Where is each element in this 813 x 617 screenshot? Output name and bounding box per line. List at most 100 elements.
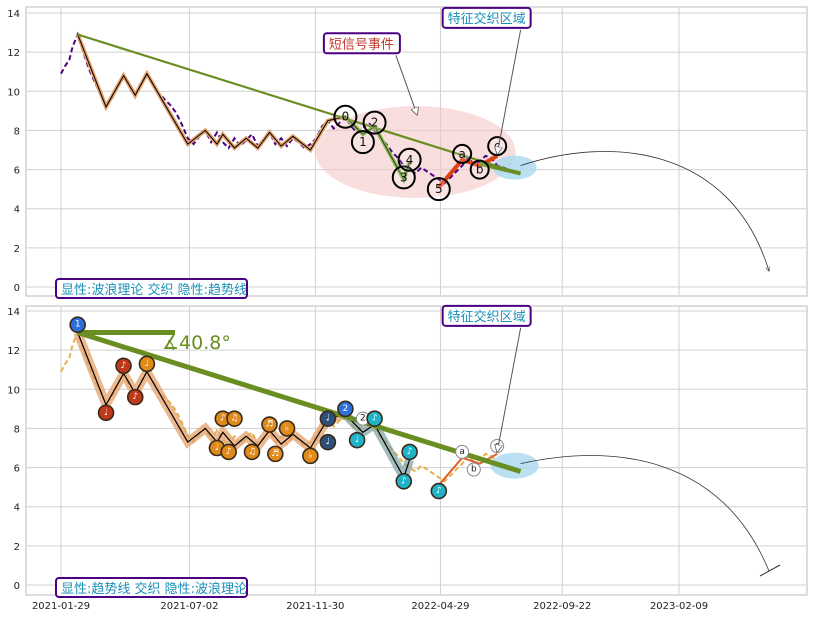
wave-marker-label: 4 xyxy=(406,153,414,167)
annotation-arrow xyxy=(395,55,417,115)
note-marker-label: ♩ xyxy=(355,435,359,445)
x-tick-label: 2022-09-22 xyxy=(533,601,591,612)
note-marker-label: 2 xyxy=(360,414,366,424)
cluster-region xyxy=(492,155,537,180)
y-tick-label: 4 xyxy=(14,503,20,514)
note-marker-label: ♫ xyxy=(248,447,256,457)
note-marker: ♭ xyxy=(302,447,319,465)
trendline xyxy=(76,330,522,474)
note-marker-label: 1 xyxy=(75,320,81,330)
annotation-arrow xyxy=(497,327,522,452)
y-tick-label: 10 xyxy=(7,87,20,98)
note-marker-label: ♪ xyxy=(220,414,226,424)
note-marker: ♪ xyxy=(220,443,237,461)
projection-arc xyxy=(520,151,769,271)
note-marker-label: ♫ xyxy=(230,414,238,424)
wave-marker: 4 xyxy=(397,147,422,172)
feature-region-annotation: 特征交织区域 xyxy=(441,6,532,154)
wave-marker: b xyxy=(469,159,490,180)
wave-marker: a xyxy=(452,143,473,164)
note-marker-label: 2 xyxy=(343,404,349,414)
annotation-text: 特征交织区域 xyxy=(448,309,526,325)
note-marker: ♪ xyxy=(115,357,132,375)
x-tick-label: 2023-02-09 xyxy=(650,601,708,612)
feature-region-annotation: 特征交织区域 xyxy=(441,304,532,452)
bottom-highlight-regions xyxy=(490,452,539,479)
note-marker: ♬ xyxy=(267,445,284,463)
note-marker-label: ♪ xyxy=(121,361,127,371)
trendline xyxy=(77,33,521,175)
x-tick-label: 2022-04-29 xyxy=(411,601,469,612)
wave-marker: 5 xyxy=(426,177,451,202)
note-marker: ♩ xyxy=(138,355,156,373)
annotation-arrow xyxy=(497,29,522,154)
note-marker: ♩ xyxy=(319,433,337,451)
projection-end-bar xyxy=(759,564,781,577)
note-marker: b xyxy=(466,462,481,477)
wave-marker: 3 xyxy=(391,165,416,190)
y-tick-label: 12 xyxy=(7,48,20,59)
y-tick-label: 0 xyxy=(14,581,20,592)
y-tick-label: 6 xyxy=(14,166,20,177)
y-tick-label: 2 xyxy=(14,244,20,255)
short-signal-annotation: 短信号事件 xyxy=(322,32,417,115)
y-tick-label: 10 xyxy=(7,385,20,396)
note-marker-label: ♩ xyxy=(326,414,330,424)
note-marker-label: ♪ xyxy=(372,414,378,424)
red-wave xyxy=(437,154,499,189)
note-marker-label: ♭ xyxy=(308,451,312,461)
note-marker-label: ♭ xyxy=(285,423,289,433)
top-legend-text: 显性:波浪理论 交织 隐性:趋势线 xyxy=(61,282,247,298)
y-tick-label: 8 xyxy=(14,126,20,137)
note-marker: ♪ xyxy=(401,443,418,461)
y-tick-label: 8 xyxy=(14,424,20,435)
y-tick-label: 6 xyxy=(14,464,20,475)
green-wave xyxy=(345,116,411,181)
bottom-y-ticks: 0 2 4 6 8 10 12 14 xyxy=(7,307,20,592)
top-markers: 012 3 4 5 abc xyxy=(333,104,508,202)
wave-marker-label: 3 xyxy=(400,170,408,184)
x-tick-label: 2021-07-02 xyxy=(160,601,218,612)
annotation-text: 特征交织区域 xyxy=(448,11,526,27)
bottom-legend-box: 显性:趋势线 交织 隐性:波浪理论 xyxy=(55,577,248,598)
note-marker: ♩ xyxy=(319,410,337,427)
note-marker: ♪ xyxy=(126,388,144,406)
y-tick-label: 2 xyxy=(14,542,20,553)
wave-marker-label: 1 xyxy=(359,135,367,149)
note-marker: ♫ xyxy=(226,410,243,427)
top-legend-box: 显性:波浪理论 交织 隐性:趋势线 xyxy=(55,278,248,299)
note-marker-label: ♩ xyxy=(104,408,108,418)
note-marker: 1 xyxy=(69,316,86,334)
wave-marker: 2 xyxy=(362,110,387,135)
note-marker-label: ♪ xyxy=(226,447,232,457)
note-marker-label: ♬ xyxy=(265,420,273,430)
y-tick-label: 12 xyxy=(7,346,20,357)
wave-marker-label: 2 xyxy=(371,116,379,130)
note-marker: a xyxy=(455,444,470,459)
wave-marker: 0 xyxy=(333,104,358,129)
note-marker-label: ♩ xyxy=(326,437,330,447)
bottom-annotations: 特征交织区域 xyxy=(441,304,532,452)
note-marker-label: b xyxy=(471,465,477,475)
cluster-region xyxy=(490,452,539,479)
y-tick-label: 4 xyxy=(14,205,20,216)
y-tick-label: 0 xyxy=(14,283,20,294)
note-marker: ♪ xyxy=(395,472,413,490)
wave-marker-label: c xyxy=(494,139,501,153)
note-marker: ♪ xyxy=(366,410,383,427)
note-marker-label: ♪ xyxy=(407,447,413,457)
y-tick-label: 14 xyxy=(7,307,20,318)
note-marker-label: ♪ xyxy=(436,486,442,496)
note-marker-label: ♪ xyxy=(401,476,407,486)
note-marker-label: ♩ xyxy=(145,359,149,369)
projection-arc xyxy=(520,455,770,572)
note-marker: ♪ xyxy=(430,482,448,500)
wave-marker-label: b xyxy=(476,163,484,177)
x-tick-label: 2021-11-30 xyxy=(286,601,344,612)
wave-path xyxy=(77,34,346,151)
note-marker: ♫ xyxy=(243,443,261,461)
top-y-ticks: 0 2 4 6 8 10 12 14 xyxy=(7,9,20,294)
note-marker-label: ♪ xyxy=(132,392,138,402)
